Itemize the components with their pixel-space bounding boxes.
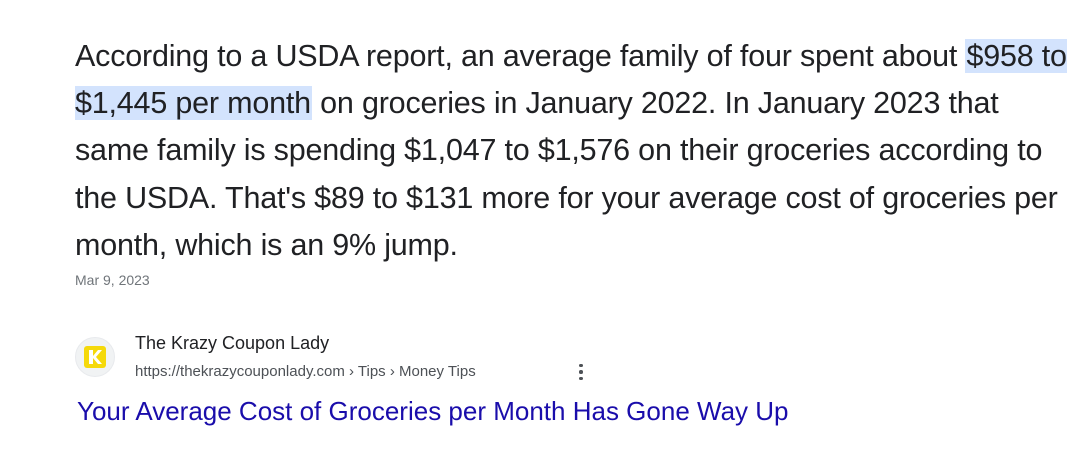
- snippet-text-before: According to a USDA report, an average f…: [75, 39, 966, 73]
- snippet-date: Mar 9, 2023: [75, 272, 150, 288]
- source-site-name[interactable]: The Krazy Coupon Lady: [135, 333, 330, 353]
- vertical-ellipsis-icon[interactable]: [573, 361, 589, 383]
- result-title-link[interactable]: Your Average Cost of Groceries per Month…: [77, 396, 789, 426]
- featured-snippet-text: According to a USDA report, an average f…: [75, 33, 1075, 269]
- krazy-coupon-lady-logo-icon[interactable]: [75, 337, 115, 377]
- source-breadcrumb-url[interactable]: https://thekrazycouponlady.com › Tips › …: [135, 363, 476, 380]
- snippet-text-after: on groceries in January 2022. In January…: [75, 86, 1058, 262]
- source-block[interactable]: The Krazy Coupon Lady https://thekrazyco…: [75, 333, 675, 385]
